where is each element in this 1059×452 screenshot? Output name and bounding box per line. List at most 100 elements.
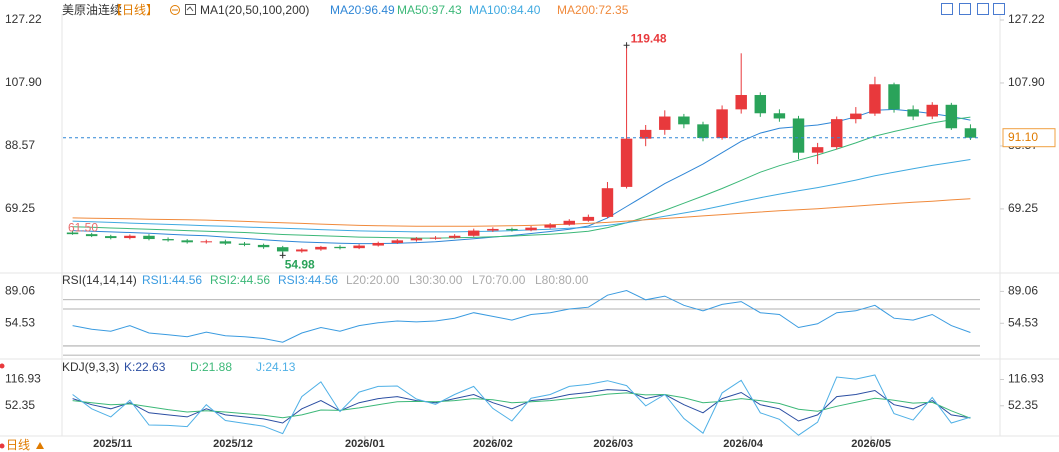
y-tick-label: 107.90 — [1008, 75, 1045, 89]
chart-title: 美原油连续 — [62, 2, 122, 17]
candle-body — [792, 118, 805, 153]
candle-body — [372, 242, 384, 246]
legend-entry: RSI1:44.56 — [142, 273, 202, 287]
candle-body — [601, 188, 614, 217]
min-label: 54.98 — [285, 258, 315, 272]
x-tick-label: 2025/11 — [93, 438, 132, 450]
indicator-toggle[interactable] — [185, 4, 196, 15]
candle-body — [124, 235, 136, 239]
left-price-label: 61.50 — [68, 220, 98, 234]
y-tick-label: 116.93 — [5, 372, 41, 386]
legend-entry: J:24.13 — [256, 360, 296, 374]
y-tick-label: 127.22 — [5, 12, 42, 26]
legend-entry: RSI3:44.56 — [278, 273, 338, 287]
candle-body — [639, 129, 652, 139]
x-tick-label: 2026/05 — [851, 438, 891, 450]
y-tick-label: 107.90 — [5, 75, 42, 89]
level-label: L20:20.00 — [346, 273, 400, 287]
candle-body — [334, 246, 346, 249]
toolbar — [941, 3, 1005, 15]
last-price-label: 91.10 — [1008, 130, 1038, 144]
zoom-in-button[interactable] — [941, 3, 953, 15]
candle-body — [66, 232, 79, 235]
legend-entry: MA200:72.35 — [557, 3, 629, 17]
candle-body — [448, 235, 461, 238]
legend-entry: K:22.63 — [124, 360, 166, 374]
indicator-title: KDJ(9,3,3) — [62, 360, 119, 374]
max-marker — [623, 42, 630, 49]
candle-body — [506, 228, 518, 231]
candle-body — [659, 116, 671, 130]
candle-body — [754, 95, 767, 114]
legend-entry: MA50:97.43 — [397, 3, 462, 17]
candle-body — [544, 224, 556, 228]
candle-body — [964, 128, 977, 138]
candle-body — [926, 104, 938, 117]
x-tick-label: 2026/04 — [723, 438, 764, 450]
y-tick-label: 88.57 — [5, 138, 35, 152]
x-tick-label: 2026/03 — [593, 438, 633, 450]
candle-body — [276, 247, 289, 252]
candle-body — [945, 104, 958, 129]
indicator-line — [72, 374, 971, 436]
y-tick-label: 69.25 — [5, 201, 35, 215]
x-tick-label: 2026/02 — [473, 438, 513, 450]
ma-line — [72, 198, 971, 227]
candle-body — [582, 216, 595, 221]
level-label: L80:80.00 — [535, 273, 589, 287]
y-tick-label: 89.06 — [5, 284, 35, 298]
max-label: 119.48 — [631, 31, 667, 45]
x-tick-label: 2025/12 — [213, 438, 253, 450]
candle-body — [850, 113, 862, 120]
legend-entry: MA100:84.40 — [469, 3, 541, 17]
candle-body — [315, 246, 327, 250]
settings-icon[interactable] — [170, 5, 180, 15]
fullscreen-button[interactable] — [993, 3, 1005, 15]
candle-body — [563, 220, 575, 225]
candle-body — [296, 249, 308, 252]
candle-body — [162, 239, 174, 241]
legend-entry: RSI2:44.56 — [210, 273, 270, 287]
candle-body — [525, 227, 537, 231]
candle-body — [200, 241, 213, 243]
zoom-out-button[interactable] — [959, 3, 971, 15]
y-tick-label: 54.53 — [1008, 315, 1038, 329]
candle-body — [410, 238, 423, 241]
indicator-line — [72, 389, 971, 424]
candle-body — [219, 241, 232, 244]
y-tick-label: 52.35 — [1008, 398, 1038, 412]
y-tick-label: 52.35 — [5, 398, 35, 412]
indicator-title: RSI(14,14,14) — [62, 273, 137, 287]
level-label: L30:30.00 — [409, 273, 463, 287]
candle-body — [353, 245, 365, 249]
candle-body — [620, 138, 633, 187]
y-tick-label: 89.06 — [1008, 284, 1038, 298]
x-tick-label: 2026/01 — [345, 438, 385, 450]
last-price-box — [1002, 128, 1056, 148]
candle-body — [238, 243, 251, 245]
period-button[interactable]: 日线 — [6, 438, 30, 452]
indicator-line — [72, 289, 971, 343]
period-label: 【日线】 — [110, 3, 158, 17]
candle-body — [105, 236, 117, 239]
candle-body — [830, 119, 843, 148]
indicator-line — [72, 392, 971, 419]
ma-line — [72, 116, 971, 239]
candle-body — [181, 240, 193, 243]
period-dropdown-icon[interactable] — [36, 442, 44, 449]
candle-body — [811, 147, 824, 153]
candle-body — [391, 240, 404, 243]
candle-body — [907, 109, 919, 117]
candle-body — [143, 235, 155, 240]
y-tick-label: 69.25 — [1008, 201, 1038, 215]
reset-button[interactable] — [977, 3, 989, 15]
candle-body — [429, 237, 442, 239]
legend-entry: MA20:96.49 — [330, 3, 395, 17]
candle-body — [468, 230, 480, 236]
marker-dot — [0, 363, 5, 369]
min-marker — [279, 252, 286, 259]
candle-body — [869, 84, 881, 114]
candle-body — [697, 124, 709, 139]
ma-line — [72, 159, 971, 233]
candle-body — [716, 109, 728, 139]
